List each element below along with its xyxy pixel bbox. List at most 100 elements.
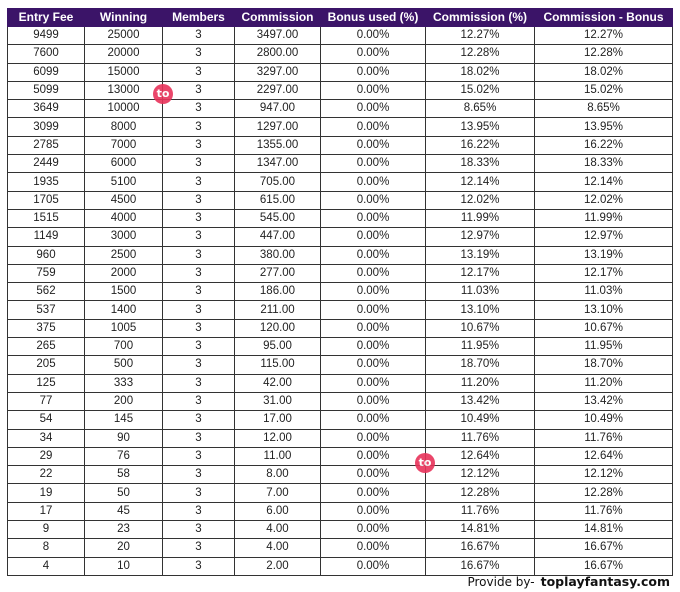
cell-commission: 3297.00: [234, 62, 321, 82]
table-row: 7600 20000 3 2800.00 0.00% 12.28% 12.28%: [7, 44, 673, 64]
table-row: 759 2000 3 277.00 0.00% 12.17% 12.17%: [7, 263, 673, 284]
cell-commission: 6.00: [234, 501, 321, 522]
cell-commission-percent: 12.27%: [425, 25, 535, 46]
table-row: 8 20 3 4.00 0.00% 16.67% 16.67%: [7, 538, 673, 558]
cell-commission-percent: 11.20%: [425, 373, 535, 393]
table-row: 9499 25000 3 3497.00 0.00% 12.27% 12.27%: [7, 25, 673, 46]
cell-commission-percent: 11.95%: [425, 337, 535, 357]
cell-winning: 5100: [84, 172, 163, 192]
cell-bonus-used: 0.00%: [320, 80, 426, 101]
watermark-logo-icon: to: [415, 453, 435, 473]
cell-entry-fee: 1515: [7, 208, 85, 229]
cell-winning: 1400: [84, 300, 163, 320]
cell-members: 3: [162, 44, 235, 64]
cell-commission-minus-bonus: 18.70%: [534, 355, 673, 375]
attribution-brand: toplayfantasy.com: [540, 574, 670, 589]
cell-commission-minus-bonus: 18.02%: [534, 62, 673, 82]
cell-bonus-used: 0.00%: [320, 373, 426, 393]
cell-commission: 11.00: [234, 446, 321, 467]
cell-bonus-used: 0.00%: [320, 245, 426, 265]
cell-bonus-used: 0.00%: [320, 410, 426, 430]
table-row: 3099 8000 3 1297.00 0.00% 13.95% 13.95%: [7, 117, 673, 137]
cell-entry-fee: 265: [7, 337, 85, 357]
cell-entry-fee: 19: [7, 483, 85, 503]
cell-commission: 12.00: [234, 428, 321, 448]
cell-bonus-used: 0.00%: [320, 465, 426, 485]
cell-bonus-used: 0.00%: [320, 227, 426, 247]
watermark-logo-icon: to: [153, 84, 173, 104]
cell-commission-minus-bonus: 14.81%: [534, 520, 673, 540]
cell-bonus-used: 0.00%: [320, 172, 426, 192]
cell-commission-minus-bonus: 12.28%: [534, 44, 673, 64]
cell-winning: 200: [84, 391, 163, 412]
cell-entry-fee: 960: [7, 245, 85, 265]
cell-commission-percent: 11.76%: [425, 428, 535, 448]
cell-commission-percent: 8.65%: [425, 99, 535, 119]
cell-winning: 2000: [84, 263, 163, 284]
cell-bonus-used: 0.00%: [320, 208, 426, 229]
cell-commission-minus-bonus: 16.67%: [534, 538, 673, 558]
cell-winning: 4000: [84, 208, 163, 229]
cell-members: 3: [162, 501, 235, 522]
cell-commission: 8.00: [234, 465, 321, 485]
cell-commission: 7.00: [234, 483, 321, 503]
cell-winning: 2500: [84, 245, 163, 265]
cell-commission-percent: 11.03%: [425, 282, 535, 302]
cell-winning: 1005: [84, 318, 163, 339]
table-row: 562 1500 3 186.00 0.00% 11.03% 11.03%: [7, 282, 673, 302]
commission-table-container: Entry Fee Winning Members Commission Bon…: [7, 8, 673, 576]
cell-bonus-used: 0.00%: [320, 337, 426, 357]
cell-commission: 2800.00: [234, 44, 321, 64]
cell-commission-minus-bonus: 12.28%: [534, 483, 673, 503]
table-row: 54 145 3 17.00 0.00% 10.49% 10.49%: [7, 410, 673, 430]
cell-entry-fee: 54: [7, 410, 85, 430]
cell-winning: 50: [84, 483, 163, 503]
table-row: 537 1400 3 211.00 0.00% 13.10% 13.10%: [7, 300, 673, 320]
table-row: 1705 4500 3 615.00 0.00% 12.02% 12.02%: [7, 190, 673, 210]
cell-members: 3: [162, 428, 235, 448]
cell-members: 3: [162, 80, 235, 101]
cell-winning: 3000: [84, 227, 163, 247]
column-header-commission-percent: Commission (%): [425, 8, 535, 27]
cell-bonus-used: 0.00%: [320, 391, 426, 412]
cell-entry-fee: 6099: [7, 62, 85, 82]
cell-commission-minus-bonus: 12.97%: [534, 227, 673, 247]
table-row: 125 333 3 42.00 0.00% 11.20% 11.20%: [7, 373, 673, 393]
cell-commission-percent: 11.76%: [425, 501, 535, 522]
cell-commission: 3497.00: [234, 25, 321, 46]
cell-commission-minus-bonus: 16.67%: [534, 556, 673, 576]
cell-entry-fee: 1705: [7, 190, 85, 210]
cell-bonus-used: 0.00%: [320, 190, 426, 210]
cell-commission-percent: 10.49%: [425, 410, 535, 430]
cell-winning: 23: [84, 520, 163, 540]
attribution-footer: Provide by-toplayfantasy.com: [467, 574, 670, 589]
cell-commission-minus-bonus: 11.95%: [534, 337, 673, 357]
column-header-commission-minus-bonus: Commission - Bonus: [534, 8, 673, 27]
cell-commission-percent: 12.64%: [425, 446, 535, 467]
cell-commission-minus-bonus: 12.27%: [534, 25, 673, 46]
cell-winning: 20: [84, 538, 163, 558]
cell-entry-fee: 29: [7, 446, 85, 467]
cell-commission-minus-bonus: 13.42%: [534, 391, 673, 412]
cell-commission-percent: 13.10%: [425, 300, 535, 320]
column-header-commission: Commission: [234, 8, 321, 27]
cell-commission-percent: 18.02%: [425, 62, 535, 82]
cell-entry-fee: 2449: [7, 154, 85, 174]
cell-commission-percent: 16.22%: [425, 135, 535, 156]
cell-winning: 145: [84, 410, 163, 430]
commission-table: Entry Fee Winning Members Commission Bon…: [7, 8, 673, 576]
cell-winning: 700: [84, 337, 163, 357]
cell-bonus-used: 0.00%: [320, 428, 426, 448]
cell-commission: 42.00: [234, 373, 321, 393]
cell-commission-percent: 14.81%: [425, 520, 535, 540]
column-header-winning: Winning: [84, 8, 163, 27]
cell-bonus-used: 0.00%: [320, 44, 426, 64]
table-row: 22 58 3 8.00 0.00% 12.12% 12.12%: [7, 465, 673, 485]
cell-commission-minus-bonus: 11.03%: [534, 282, 673, 302]
cell-winning: 90: [84, 428, 163, 448]
cell-commission: 447.00: [234, 227, 321, 247]
table-body: 9499 25000 3 3497.00 0.00% 12.27% 12.27% 7600 20…: [7, 25, 673, 576]
cell-commission-minus-bonus: 11.76%: [534, 501, 673, 522]
cell-commission-minus-bonus: 12.02%: [534, 190, 673, 210]
cell-commission: 2297.00: [234, 80, 321, 101]
